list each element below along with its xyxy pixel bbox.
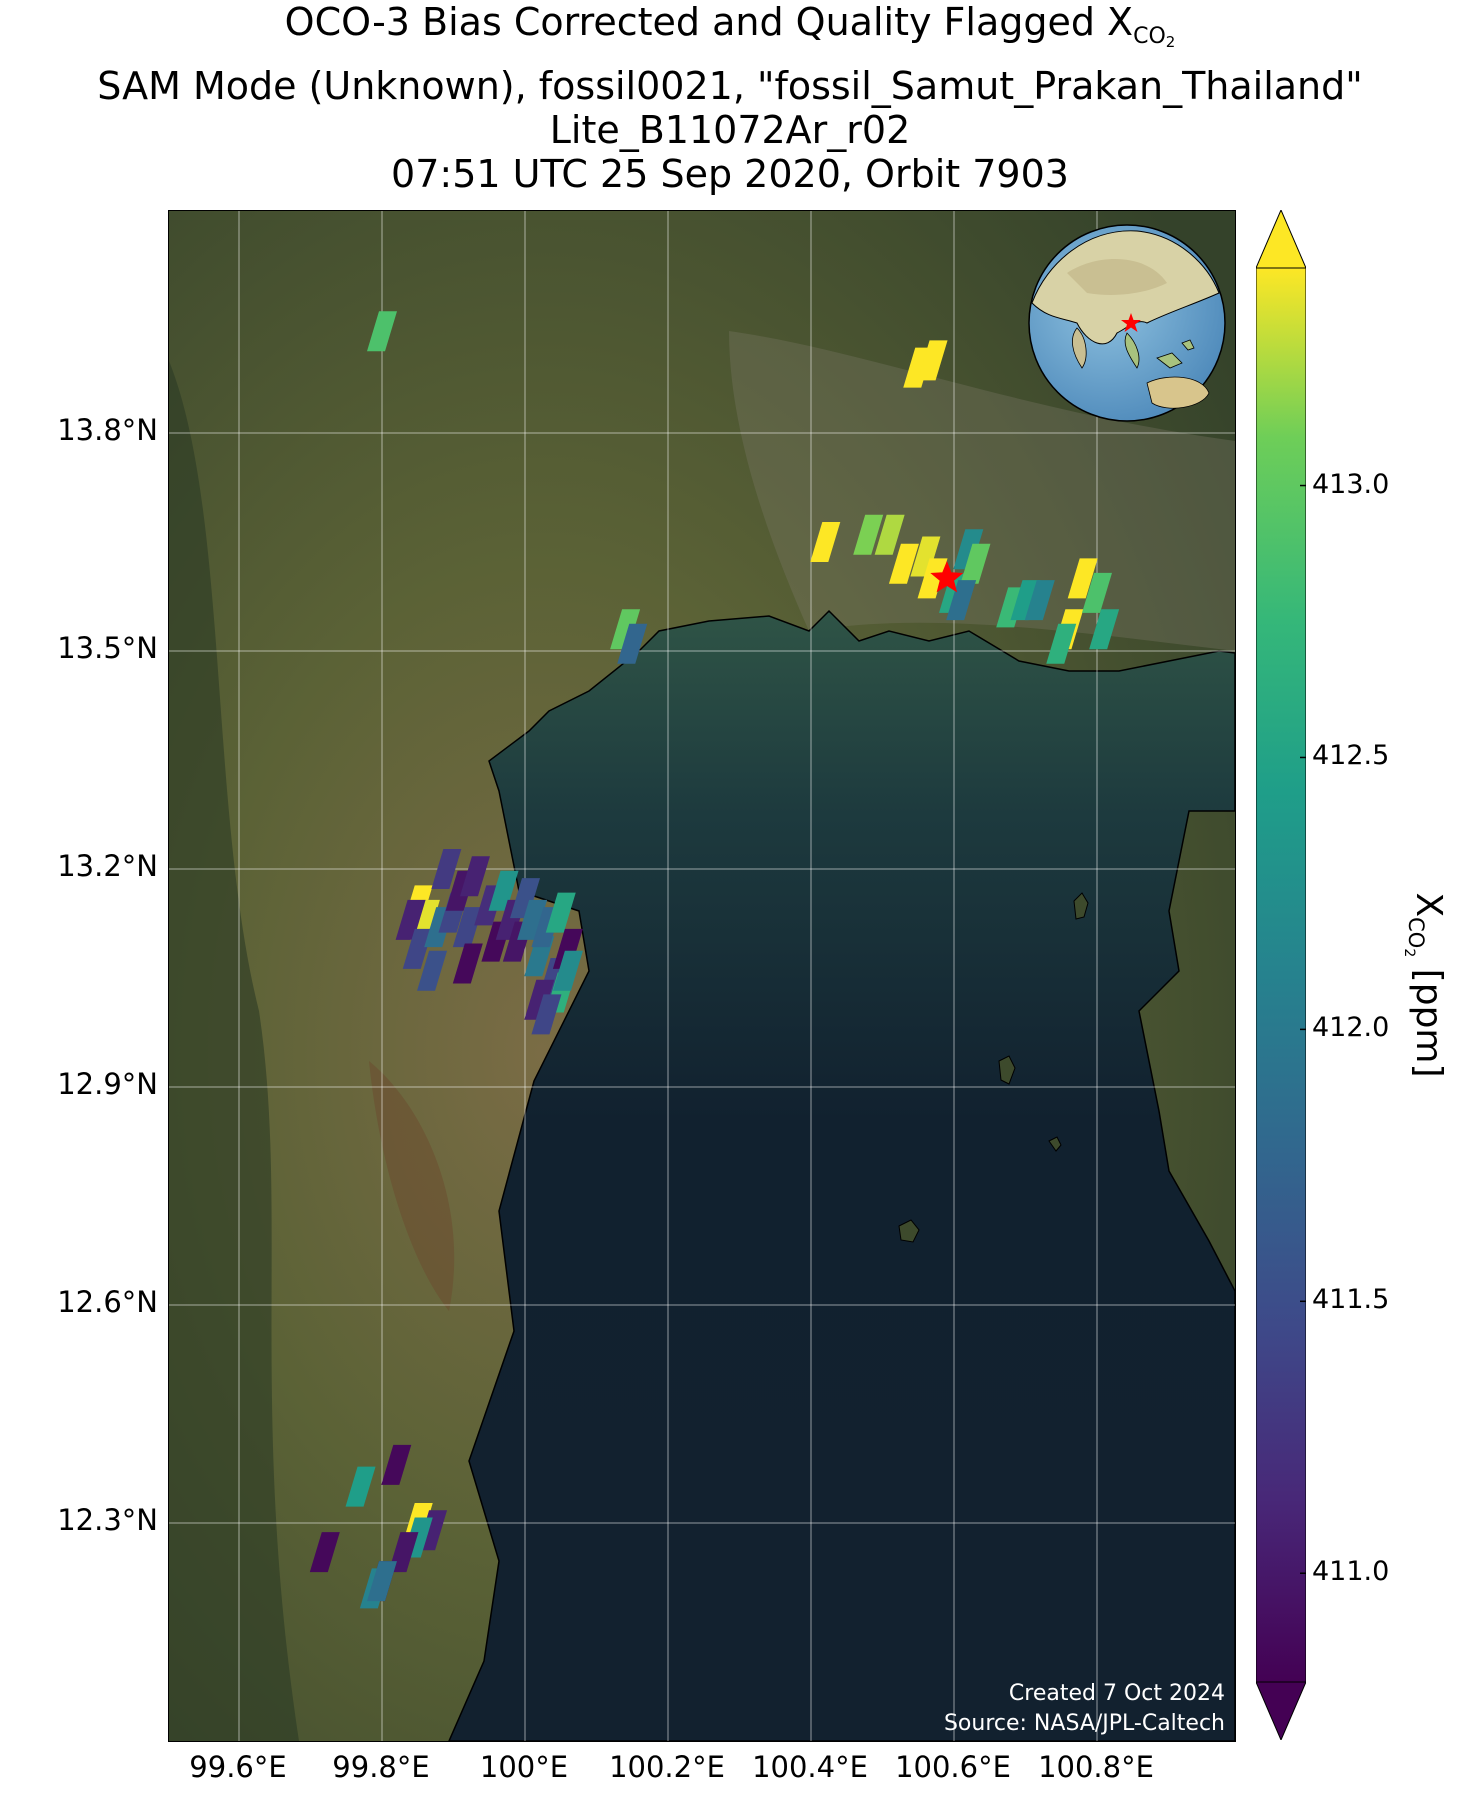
colorbar-ticks xyxy=(1300,484,1306,1574)
globe-australia xyxy=(1146,376,1210,409)
map-canvas xyxy=(169,211,1235,1741)
colorbar xyxy=(1256,210,1306,1740)
colorbar-tick-label: 411.5 xyxy=(1312,1284,1390,1316)
title-co-text: CO xyxy=(1133,24,1166,49)
xco2-sounding xyxy=(888,543,919,584)
xco2-sounding xyxy=(960,543,991,584)
xco2-sounding xyxy=(309,1532,340,1573)
lon-tick-label: 100.4°E xyxy=(752,1750,868,1784)
chart-title: OCO-3 Bias Corrected and Quality Flagged… xyxy=(0,0,1460,196)
colorbar-title-sub: CO2 xyxy=(1401,917,1428,958)
title-line-1: OCO-3 Bias Corrected and Quality Flagged… xyxy=(0,0,1460,64)
lat-tick-label: 12.6°N xyxy=(57,1285,158,1319)
xco2-sounding xyxy=(853,514,884,555)
lat-tick-label: 12.9°N xyxy=(57,1067,158,1101)
xco2-sounding xyxy=(510,878,540,919)
xco2-sounding xyxy=(1089,609,1120,650)
credit-source: Source: NASA/JPL-Caltech xyxy=(943,1711,1225,1736)
xco2-sounding xyxy=(617,623,648,664)
lon-tick-label: 99.8°E xyxy=(332,1750,430,1784)
title-line-3: Lite_B11072Ar_r02 xyxy=(549,108,911,152)
xco2-sounding xyxy=(874,514,905,555)
title-line-1-text: OCO-3 Bias Corrected and Quality Flagged… xyxy=(284,0,1134,44)
xco2-sounding xyxy=(1082,572,1112,613)
lat-tick-label: 12.3°N xyxy=(57,1503,158,1537)
colorbar-tick-label: 411.0 xyxy=(1312,1556,1390,1588)
urban-area xyxy=(729,331,1235,651)
island xyxy=(998,1055,1016,1085)
lon-tick-label: 99.6°E xyxy=(189,1750,287,1784)
xco2-sounding xyxy=(552,928,583,969)
globe-inset xyxy=(1028,224,1226,422)
globe-india xyxy=(1072,327,1087,369)
title-line-2: SAM Mode (Unknown), fossil0021, "fossil_… xyxy=(97,64,1363,108)
xco2-sounding xyxy=(1024,580,1055,621)
xco2-sounding xyxy=(1067,558,1098,599)
xco2-sounding xyxy=(531,994,562,1035)
colorbar-title-co: CO xyxy=(1404,917,1428,949)
lat-tick-label: 13.8°N xyxy=(57,413,158,447)
globe-plateau xyxy=(1067,259,1167,295)
colorbar-tick-label: 412.0 xyxy=(1312,1012,1390,1044)
xco2-sounding xyxy=(946,580,977,621)
xco2-sounding xyxy=(452,907,483,948)
island xyxy=(1073,892,1089,920)
gulf-of-thailand xyxy=(448,609,1235,1741)
xco2-sounding xyxy=(552,950,583,991)
colorbar-title-unit: [ppm] xyxy=(1408,957,1449,1078)
xco2-sounding xyxy=(610,609,641,650)
globe-indochina xyxy=(1124,332,1140,369)
xco2-sounding xyxy=(417,950,448,991)
target-star-icon xyxy=(930,560,964,593)
xco2-sounding xyxy=(367,311,397,352)
colorbar-extend-top xyxy=(1256,210,1306,269)
xco2-sounding xyxy=(1010,580,1041,621)
globe-islands xyxy=(1156,339,1195,369)
colorbar-title: XCO2 [ppm] xyxy=(1401,892,1449,1077)
xco2-sounding xyxy=(953,529,984,570)
colorbar-tick-label: 412.5 xyxy=(1312,740,1390,772)
credit-created: Created 7 Oct 2024 xyxy=(1008,1681,1225,1706)
xco2-sounding xyxy=(452,943,483,984)
colorbar-title-x: X xyxy=(1408,892,1449,918)
xco2-sounding xyxy=(488,870,519,911)
xco2-sounding xyxy=(345,1466,376,1507)
lat-tick-label: 13.2°N xyxy=(57,849,158,883)
hill-shade xyxy=(369,1061,455,1311)
colorbar-gradient xyxy=(1256,267,1306,1683)
colorbar-extend-bottom xyxy=(1256,1681,1306,1740)
lat-tick-label: 13.5°N xyxy=(57,631,158,665)
lon-tick-label: 100.2°E xyxy=(609,1750,725,1784)
xco2-sounding xyxy=(917,340,948,381)
xco2-sounding xyxy=(459,856,490,897)
xco2-sounding xyxy=(1046,623,1077,664)
xco2-sounding xyxy=(917,558,948,599)
title-2-text: 2 xyxy=(1165,33,1176,51)
xco2-sounding xyxy=(381,1444,412,1485)
xco2-sounding xyxy=(810,522,841,562)
colorbar-title-2: 2 xyxy=(1401,948,1417,958)
map-panel[interactable]: Created 7 Oct 2024 Source: NASA/JPL-Calt… xyxy=(168,210,1236,1742)
xco2-sounding xyxy=(517,899,548,940)
xco2-sounding xyxy=(431,849,462,889)
xco2-sounding xyxy=(545,892,576,933)
xco2-sounding xyxy=(395,899,426,940)
lon-tick-label: 100.8°E xyxy=(1038,1750,1154,1784)
lon-tick-label: 100.6°E xyxy=(895,1750,1011,1784)
gridlines xyxy=(169,211,1235,1741)
xco2-sounding xyxy=(524,979,555,1020)
lon-tick-label: 100°E xyxy=(479,1750,569,1784)
xco2-soundings xyxy=(309,311,1120,1609)
island xyxy=(1048,1136,1062,1152)
island xyxy=(898,1219,920,1243)
xco2-sounding xyxy=(402,928,433,969)
title-line-4: 07:51 UTC 25 Sep 2020, Orbit 7903 xyxy=(391,152,1069,196)
title-co-subscript: CO2 xyxy=(1133,24,1176,51)
xco2-sounding xyxy=(367,1561,397,1602)
colorbar-tick-label: 413.0 xyxy=(1312,468,1390,500)
xco2-sounding xyxy=(910,536,941,577)
globe-location-star-icon xyxy=(1121,313,1141,332)
western-mountains xyxy=(169,361,299,1741)
